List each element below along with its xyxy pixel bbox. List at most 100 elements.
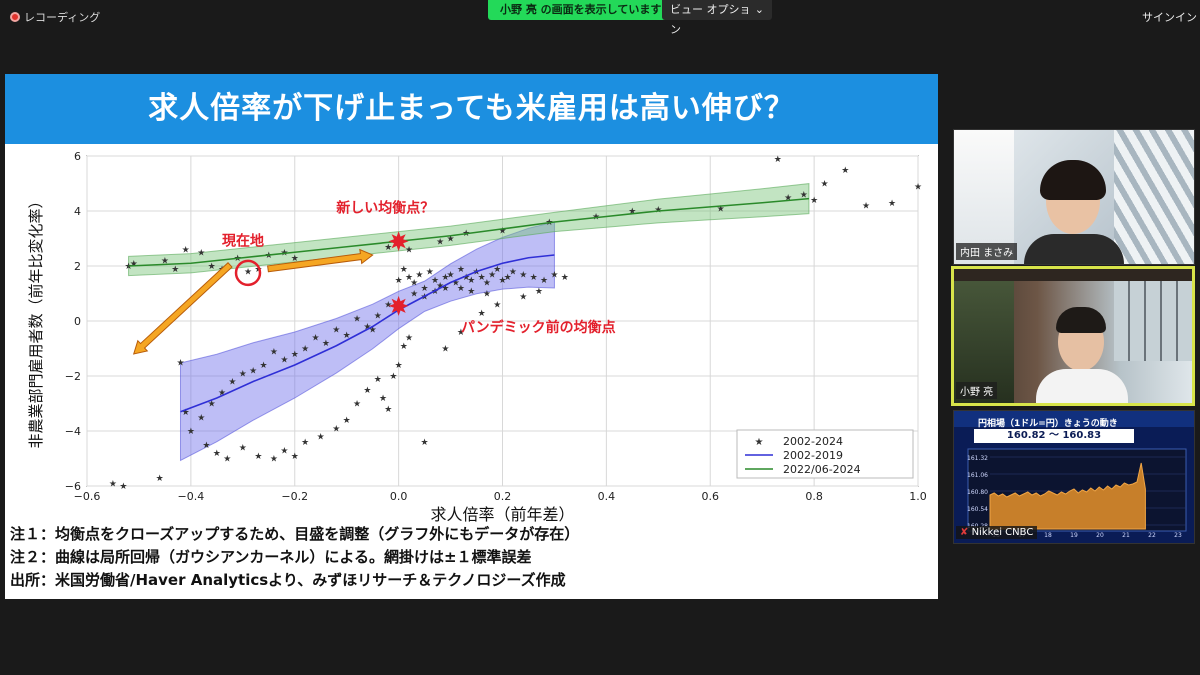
background-ceiling: [954, 269, 1192, 281]
record-icon: [10, 12, 20, 22]
data-point: ★: [109, 479, 117, 489]
data-point: ★: [441, 345, 449, 355]
data-point: ★: [405, 334, 413, 344]
data-point: ★: [311, 334, 319, 344]
data-point: ★: [478, 273, 486, 283]
y-tick-label: −4: [65, 425, 81, 438]
recording-indicator[interactable]: レコーディング: [10, 9, 100, 25]
data-point: ★: [280, 446, 288, 456]
data-point: ★: [187, 427, 195, 437]
x-tick-label: −0.4: [178, 490, 205, 503]
data-point: ★: [125, 262, 133, 272]
background-stairs: [1114, 130, 1194, 264]
data-point: ★: [265, 251, 273, 261]
sign-in-button[interactable]: サインイン: [1142, 11, 1197, 24]
data-point: ★: [389, 372, 397, 382]
y-tick-label: 4: [74, 205, 81, 218]
x-tick-label: 0.2: [494, 490, 512, 503]
data-point: ★: [472, 268, 480, 278]
x-tick-label: 0.0: [390, 490, 408, 503]
data-point: ★: [395, 361, 403, 371]
data-point: ★: [395, 276, 403, 286]
data-point: ★: [182, 408, 190, 418]
shared-slide: 求人倍率が下げ止まっても米雇用は高い伸び？ ★ ★ ★ ★ ★ ★ ★ ★ ★ ★ ★ ★ ★ ★ ★ ★ ★ ★…: [5, 74, 938, 599]
data-point: ★: [509, 268, 517, 278]
data-point: ★: [410, 290, 418, 300]
x-tick-label: −0.2: [281, 490, 308, 503]
data-point: ★: [291, 452, 299, 462]
data-point: ★: [384, 301, 392, 311]
data-point: ★: [457, 284, 465, 294]
data-point: ★: [270, 347, 278, 357]
data-point: ★: [270, 455, 278, 465]
data-point: ★: [400, 265, 408, 275]
y-tick-label: −6: [65, 480, 81, 493]
data-point: ★: [431, 287, 439, 297]
data-point: ★: [519, 270, 527, 280]
current-position-circle: [234, 259, 262, 287]
y-tick-label: −2: [65, 370, 81, 383]
data-point: ★: [119, 482, 127, 492]
data-point: ★: [483, 290, 491, 300]
data-point: ★: [436, 281, 444, 291]
y-tick-label: 6: [74, 150, 81, 163]
data-point: ★: [130, 259, 138, 269]
data-point: ★: [208, 400, 216, 410]
muted-mic-icon: ✘: [960, 527, 969, 538]
x-tick-label: 1.0: [909, 490, 927, 503]
data-point: ★: [239, 444, 247, 454]
data-point: ★: [249, 367, 257, 377]
participant-body: [1024, 234, 1124, 264]
y-tick-label: 2: [74, 260, 81, 273]
data-point: ★: [363, 386, 371, 396]
data-point: ★: [467, 276, 475, 286]
data-point: ★: [363, 323, 371, 333]
data-point: ★: [820, 180, 828, 190]
view-options-label: ビュー オプション: [670, 3, 751, 36]
annotation-new-equilibrium: 新しい均衡点？: [336, 199, 434, 216]
data-point: ★: [343, 331, 351, 341]
data-point: ★: [493, 265, 501, 275]
error-band-2002-2019: [179, 221, 555, 462]
data-point: ★: [530, 273, 538, 283]
source-note: 出所：米国労働省/Haver Analyticsより、みずほリサーチ＆テクノロジ…: [10, 571, 566, 589]
series-line: [128, 197, 810, 267]
fx-rate-range: 160.82 ～ 160.83: [974, 429, 1134, 443]
recording-label: レコーディング: [24, 11, 101, 24]
participant-hair: [1040, 160, 1106, 200]
data-point: ★: [447, 270, 455, 280]
data-point: ★: [405, 273, 413, 283]
data-point: ★: [467, 287, 475, 297]
data-point: ★: [223, 455, 231, 465]
note-1: 注１：均衡点をクローズアップするため、目盛を調整（グラフ外にもデータが存在）: [10, 525, 580, 543]
new-equilibrium-marker: [388, 231, 409, 252]
data-point: ★: [260, 361, 268, 371]
data-point: ★: [519, 292, 527, 302]
data-point: ★: [431, 276, 439, 286]
data-point: ★: [218, 389, 226, 399]
data-point: ★: [862, 202, 870, 212]
fx-x-tick: 22: [1148, 532, 1156, 539]
data-point: ★: [197, 248, 205, 258]
fx-panel-title: 円相場（1ドル=円）きょうの動き: [978, 419, 1118, 429]
fx-x-tick: 18: [1044, 532, 1052, 539]
data-point: ★: [353, 400, 361, 410]
view-options-button[interactable]: ビュー オプション ⌄: [662, 0, 772, 36]
chevron-down-icon: ⌄: [754, 3, 764, 16]
participant-video-2-active[interactable]: 小野 亮: [951, 266, 1195, 406]
participant-video-1[interactable]: 内田 まさみ: [953, 129, 1195, 265]
data-point: ★: [550, 270, 558, 280]
slide-notes: 注１：均衡点をクローズアップするため、目盛を調整（グラフ外にもデータが存在） 注…: [10, 523, 930, 592]
data-point: ★: [774, 155, 782, 165]
background-plant: [954, 269, 1014, 403]
data-point: ★: [717, 204, 725, 214]
data-point: ★: [888, 199, 896, 209]
data-point: ★: [628, 207, 636, 217]
data-point: ★: [462, 273, 470, 283]
data-point: ★: [202, 441, 210, 451]
participant-hair: [1056, 307, 1106, 333]
data-point: ★: [415, 270, 423, 280]
data-point: ★: [504, 273, 512, 283]
fx-x-tick: 20: [1096, 532, 1104, 539]
